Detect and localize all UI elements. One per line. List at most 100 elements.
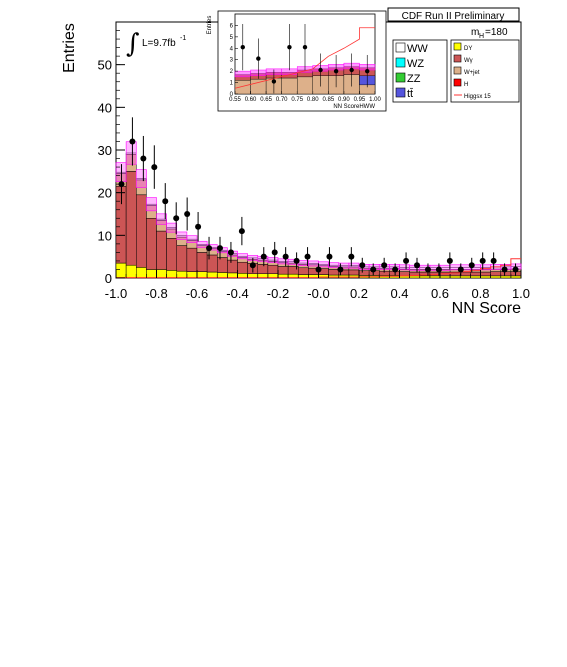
bar-W-5	[166, 238, 177, 271]
legend-swatch-r1	[453, 54, 462, 63]
legend-swatch-r3	[453, 78, 462, 87]
x-tick-label-3: -0.4	[226, 286, 248, 301]
bar-DY-34	[460, 275, 471, 279]
x-tick-label-9: 0.8	[471, 286, 489, 301]
bar-W-7	[186, 247, 198, 272]
legend-swatch-0	[395, 42, 406, 53]
bar-W-4	[156, 230, 167, 270]
x-tick-label-0: -1.0	[105, 286, 127, 301]
bar-W-6	[176, 245, 188, 272]
legend-swatch-3	[395, 87, 406, 98]
bar-W-34	[460, 271, 471, 277]
data-point-11	[238, 228, 245, 235]
uncertainty-band-2	[135, 169, 147, 188]
inset-y-tick-label-0: 0	[230, 92, 234, 98]
inset-data-point-6	[333, 68, 339, 74]
data-point-25	[392, 266, 399, 273]
y-tick-label-0: 0	[105, 271, 112, 286]
bar-W-16	[277, 266, 289, 275]
bar-DY-32	[439, 275, 451, 279]
data-point-17	[304, 253, 311, 260]
data-point-36	[512, 266, 519, 273]
inset-x-tick-label-2: 0.65	[260, 97, 272, 103]
inset-x-tick-label-1: 0.60	[245, 97, 257, 103]
data-point-31	[457, 266, 464, 273]
legend-label-r3: H	[464, 82, 468, 88]
inset-data-point-1	[256, 56, 261, 61]
uncertainty-band-36	[480, 264, 491, 271]
y-tick-label-2: 20	[98, 186, 112, 201]
x-tick-label-2: -0.6	[186, 286, 208, 301]
x-tick-label-7: 0.4	[390, 286, 408, 301]
inset-data-point-8	[365, 68, 370, 74]
data-point-15	[282, 253, 289, 260]
data-point-32	[468, 262, 475, 269]
data-point-13	[260, 253, 267, 260]
inset-y-tick-label-1: 1	[230, 81, 234, 87]
data-point-6	[184, 211, 191, 217]
bar-DY-0	[115, 262, 127, 279]
bar-W-15	[267, 264, 279, 274]
uncertainty-band-20	[318, 261, 329, 268]
bar-DY-37	[490, 275, 501, 279]
y-axis: 0 10 20 30 40 50	[98, 21, 125, 286]
bar-W-18	[298, 267, 309, 275]
mass-label-subscript: H	[479, 33, 484, 40]
legend-swatch-1	[395, 57, 406, 68]
higgs-signal-line	[116, 258, 521, 279]
bar-DY-7	[186, 271, 198, 279]
uncertainty-band-6	[176, 231, 188, 240]
x-tick-label-4: -0.2	[267, 286, 289, 301]
inset-x-tick-label-3: 0.70	[276, 97, 288, 103]
uncertainty-band-5	[166, 222, 178, 233]
legend-label-r2: W+jet	[464, 70, 480, 76]
bar-W-14	[257, 264, 269, 274]
data-point-1	[129, 138, 136, 145]
uncertainty-band-15	[267, 257, 279, 263]
x-tick-label-8: 0.6	[431, 286, 449, 301]
data-point-23	[370, 266, 377, 273]
uncertainty-band-16	[277, 258, 289, 265]
luminosity-annotation: ∫ L=9.7fb -1	[126, 29, 186, 59]
bar-W-28	[399, 271, 410, 277]
bar-W-1	[125, 171, 137, 266]
data-point-4	[162, 198, 169, 205]
bar-W-38	[500, 271, 512, 277]
inset-data-point-3	[287, 44, 292, 50]
data-point-0	[118, 181, 125, 188]
data-point-30	[446, 257, 453, 264]
bar-W-10	[217, 257, 228, 273]
bar-W-24	[358, 270, 370, 276]
inset-x-tick-label-6: 0.85	[322, 97, 334, 103]
inset-y-tick-label-5: 5	[230, 35, 234, 41]
inset-higgs-line	[234, 27, 375, 89]
data-point-10	[227, 249, 234, 256]
y-axis-label: Entries	[61, 23, 78, 73]
legend-label-r4: Higgsx 15	[464, 94, 491, 100]
bar-DY-31	[429, 275, 441, 279]
uncertainty-band-28	[399, 264, 410, 271]
inset-y-label: Entries	[207, 16, 213, 35]
data-point-9	[216, 245, 223, 252]
legend-swatch-2	[395, 72, 406, 83]
uncertainty-band-4	[156, 213, 167, 225]
data-point-5	[173, 215, 180, 222]
legend: WW WZ ZZ tt̄ DY Wγ W+jet H Higgsx 15	[392, 39, 520, 103]
data-point-2	[140, 155, 147, 162]
bar-DY-5	[166, 270, 177, 279]
bar-DY-30	[419, 275, 431, 279]
inset-bar-4	[297, 76, 313, 95]
uncertainty-band-1	[125, 141, 137, 165]
bar-W-12	[237, 261, 248, 274]
inset-plot: 0.55 0.60 0.65 0.70 0.75 0.80 0.85 0.90 0.95 1.00…	[207, 10, 387, 112]
bar-W-2	[136, 194, 147, 268]
uncertainty-band-21	[328, 262, 340, 269]
inset-x-tick-label-8: 0.95	[354, 97, 366, 103]
bar-DY-29	[409, 275, 420, 279]
legend-swatch-r2	[453, 66, 462, 75]
inset-histogram	[234, 24, 376, 95]
chart-title: CDF Run II Preliminary	[402, 11, 505, 22]
data-point-18	[315, 266, 322, 273]
legend-label-r1: Wγ	[464, 58, 473, 64]
title-box	[387, 7, 520, 22]
